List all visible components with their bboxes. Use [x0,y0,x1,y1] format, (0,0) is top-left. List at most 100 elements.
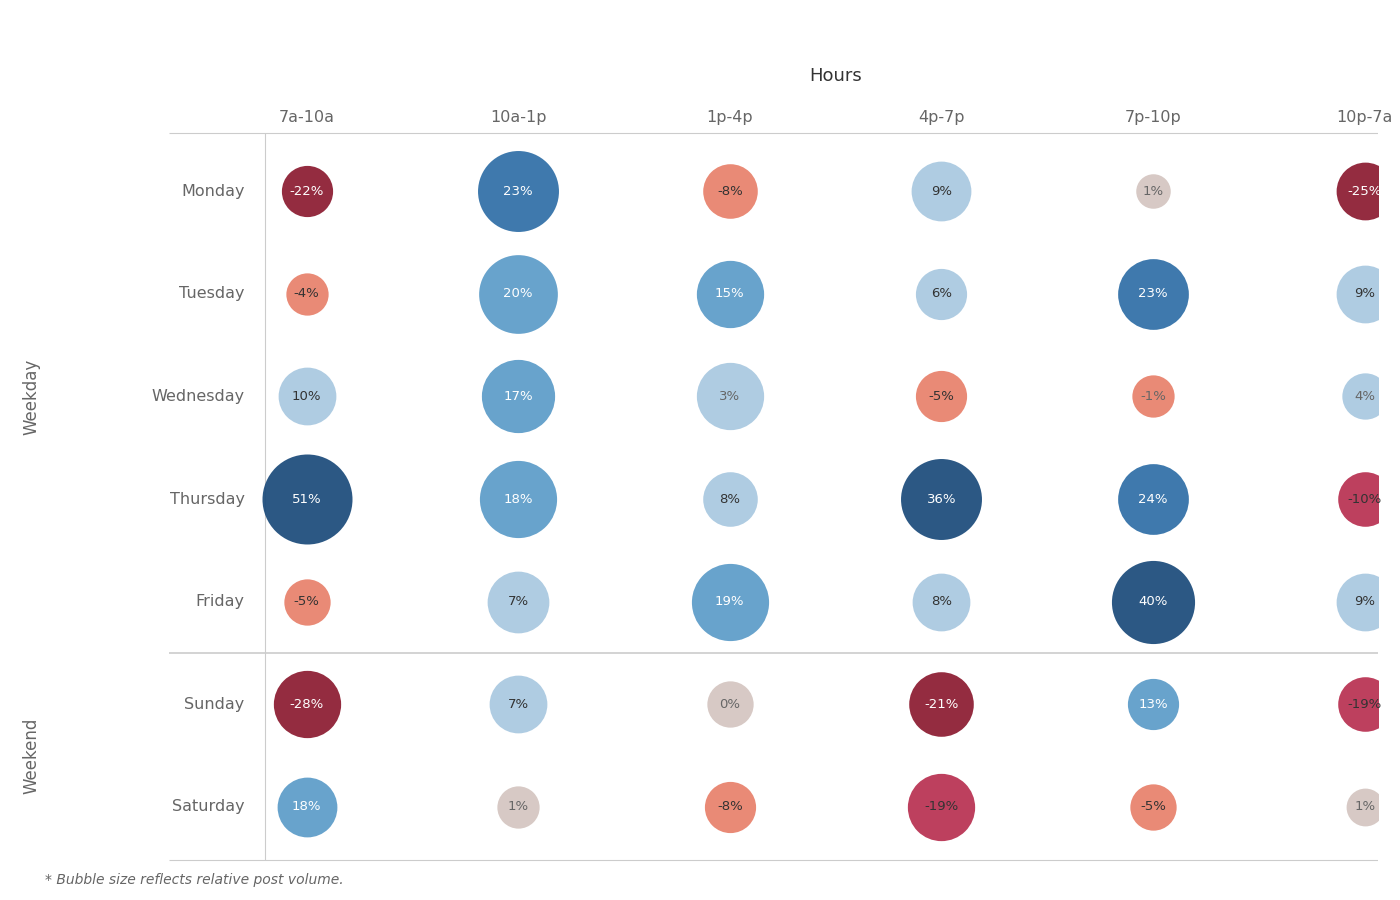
Text: -22%: -22% [290,184,323,198]
Point [1354,594,1376,608]
Point [1354,287,1376,302]
Text: 3%: 3% [720,390,741,403]
Point [1142,184,1165,199]
Point [1354,390,1376,404]
Text: 6%: 6% [931,287,952,301]
Text: -4%: -4% [294,287,319,301]
Text: 1%: 1% [1354,800,1375,814]
Text: -1%: -1% [1140,390,1166,403]
Text: 9%: 9% [1354,287,1375,301]
Point [718,491,741,506]
Point [507,184,529,199]
Point [718,799,741,814]
Text: -8%: -8% [717,184,742,198]
Point [1142,287,1165,302]
Text: -21%: -21% [924,698,959,711]
Text: 8%: 8% [931,595,952,608]
Point [930,390,952,404]
Point [718,697,741,711]
Text: -28%: -28% [290,698,323,711]
Text: Thursday: Thursday [169,491,245,507]
Text: 1p-4p: 1p-4p [707,110,753,124]
Text: 18%: 18% [291,800,321,814]
Text: -5%: -5% [1140,800,1166,814]
Text: 9%: 9% [1354,595,1375,608]
Text: 7%: 7% [508,698,529,711]
Text: -19%: -19% [1348,698,1382,711]
Text: 23%: 23% [1138,287,1168,301]
Point [930,594,952,608]
Text: Monday: Monday [181,184,245,199]
Point [930,184,952,199]
Text: 17%: 17% [504,390,533,403]
Text: Saturday: Saturday [172,799,245,815]
Point [1354,799,1376,814]
Point [718,287,741,302]
Point [295,184,318,199]
Point [1354,491,1376,506]
Text: 0%: 0% [720,698,741,711]
Text: 19%: 19% [715,595,745,608]
Text: -5%: -5% [294,595,319,608]
Text: 10a-1p: 10a-1p [490,110,546,124]
Text: 4%: 4% [1354,390,1375,403]
Text: Friday: Friday [196,594,245,609]
Point [718,594,741,608]
Point [295,491,318,506]
Text: -5%: -5% [928,390,955,403]
Text: Sunday: Sunday [185,697,245,712]
Text: 23%: 23% [504,184,533,198]
Text: 13%: 13% [1138,698,1168,711]
Text: 7p-10p: 7p-10p [1124,110,1182,124]
Point [1142,697,1165,711]
Text: Tuesday: Tuesday [179,286,245,302]
Text: 10p-7a: 10p-7a [1337,110,1393,124]
Text: Weekday: Weekday [22,358,41,435]
Text: 40%: 40% [1138,595,1168,608]
Point [1354,184,1376,199]
Text: -8%: -8% [717,800,742,814]
Point [1142,799,1165,814]
Point [1142,390,1165,404]
Text: Hours: Hours [809,67,862,85]
Text: 4p-7p: 4p-7p [918,110,965,124]
Text: 7%: 7% [508,595,529,608]
Text: 9%: 9% [931,184,952,198]
Point [507,287,529,302]
Text: -19%: -19% [924,800,959,814]
Text: 8%: 8% [720,492,741,506]
Point [718,184,741,199]
Text: 36%: 36% [927,492,956,506]
Point [930,287,952,302]
Point [295,697,318,711]
Point [718,390,741,404]
Point [507,697,529,711]
Text: 15%: 15% [715,287,745,301]
Point [295,390,318,404]
Text: -25%: -25% [1348,184,1382,198]
Point [295,287,318,302]
Point [507,491,529,506]
Text: 24%: 24% [1138,492,1168,506]
Point [295,799,318,814]
Text: 1%: 1% [1142,184,1163,198]
Point [295,594,318,608]
Point [1142,594,1165,608]
Point [507,594,529,608]
Text: 18%: 18% [504,492,533,506]
Point [930,491,952,506]
Text: 10%: 10% [291,390,321,403]
Text: * Bubble size reflects relative post volume.: * Bubble size reflects relative post vol… [45,873,344,886]
Point [1142,491,1165,506]
Point [930,799,952,814]
Text: 7a-10a: 7a-10a [279,110,335,124]
Point [507,799,529,814]
Text: 20%: 20% [504,287,533,301]
Point [930,697,952,711]
Text: 1%: 1% [508,800,529,814]
Text: 51%: 51% [291,492,322,506]
Text: Wednesday: Wednesday [151,389,245,404]
Point [507,390,529,404]
Text: Weekend: Weekend [22,717,41,794]
Text: -10%: -10% [1348,492,1382,506]
